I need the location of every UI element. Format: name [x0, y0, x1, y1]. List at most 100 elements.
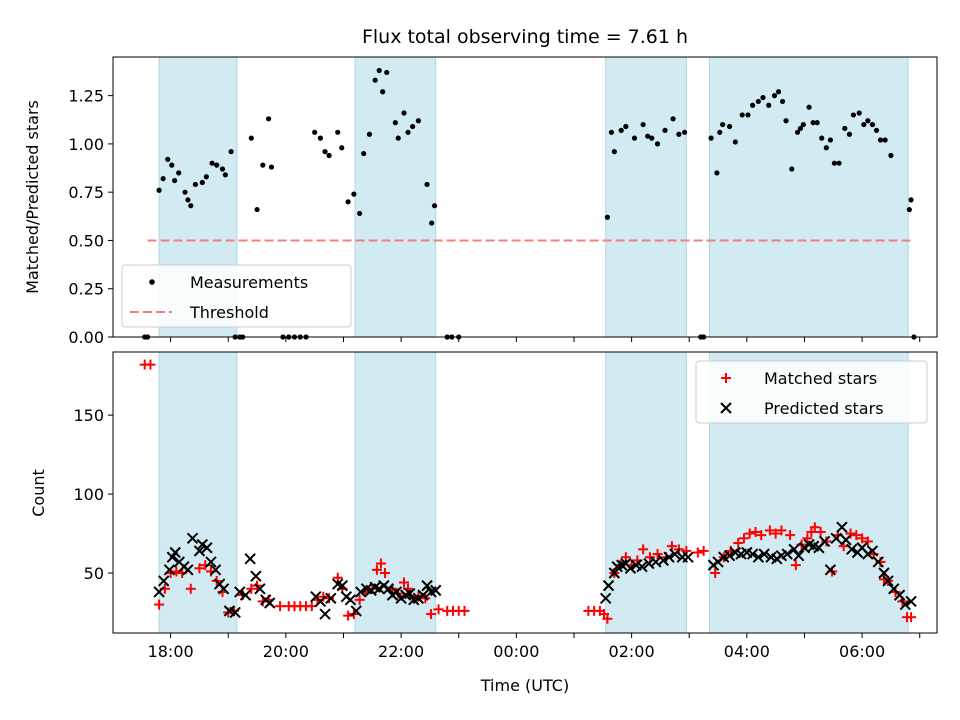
predicted-point [824, 564, 837, 576]
measurement-point [165, 156, 171, 162]
cross-b [421, 579, 433, 592]
shaded-interval [354, 56, 437, 338]
cross-b [404, 587, 416, 600]
cross-b [336, 579, 349, 592]
measurement-point [865, 118, 871, 124]
legend-box [695, 360, 928, 424]
measurement-point [395, 135, 401, 141]
measurement-point [345, 199, 351, 205]
matched-point [652, 549, 663, 560]
predicted-point [752, 551, 765, 563]
matched-point [398, 577, 409, 588]
cross-b [158, 575, 170, 587]
measurement-point [405, 129, 411, 135]
matched-point [666, 541, 677, 552]
matched-point [433, 604, 444, 615]
matched-point [194, 563, 205, 574]
measurement-point [836, 160, 842, 166]
matched-point [379, 568, 390, 579]
matched-point [426, 609, 437, 620]
predicted-point [390, 586, 403, 598]
measurement-point [631, 135, 638, 141]
measurement-point [766, 102, 772, 108]
measurement-point [623, 123, 629, 130]
measurement-point [739, 112, 745, 118]
cross-b [163, 564, 176, 576]
measurement-point [326, 152, 332, 159]
predicted-point [818, 535, 831, 548]
y-tick-label: 1.25 [68, 87, 104, 106]
cross-b [636, 560, 648, 573]
measurement-point [357, 210, 363, 217]
measurement-point [611, 149, 617, 155]
cross-b [332, 578, 344, 590]
matched-point [459, 605, 470, 616]
predicted-point [657, 554, 670, 567]
predicted-point [209, 564, 222, 576]
predicted-point [830, 532, 842, 544]
matched-point [733, 538, 744, 549]
measurement-point [265, 116, 272, 122]
predicted-point [840, 534, 852, 546]
measurement-point [814, 120, 820, 126]
measurement-point [618, 127, 624, 133]
matched-point [815, 526, 826, 537]
measurement-point [228, 149, 234, 155]
x-tick-label: 06:00 [839, 642, 885, 661]
cross-b [196, 538, 209, 551]
measurement-point [670, 116, 676, 122]
measurement-point [222, 172, 228, 178]
measurement-point [317, 135, 324, 141]
measurement-point [144, 334, 151, 340]
y-axis-label-count: Count [29, 469, 48, 517]
predicted-point [182, 564, 194, 576]
measurement-point [280, 334, 286, 340]
shaded-interval [158, 351, 238, 634]
matched-point [692, 547, 703, 558]
axes-frames [112, 56, 938, 634]
cross-b [807, 540, 820, 552]
cross-b [355, 586, 367, 598]
y-tick-label: 0.75 [68, 183, 104, 202]
matched-point [756, 530, 767, 541]
measurement-point [303, 334, 309, 340]
measurement-point [424, 181, 430, 188]
predicted-point [336, 579, 349, 592]
matched-point [821, 536, 832, 547]
x-tick-label: 18:00 [148, 642, 194, 661]
measurement-point [720, 121, 726, 128]
legend-label: Matched stars [764, 369, 877, 388]
y-tick-label: 0.25 [68, 280, 104, 299]
predicted-point [355, 586, 367, 598]
matched-point [324, 593, 335, 604]
measurement-point [797, 125, 804, 132]
predicted-point [229, 606, 241, 619]
predicted-point [846, 543, 858, 556]
matched-point [318, 591, 329, 602]
matched-point [710, 568, 721, 579]
measurement-point [856, 110, 862, 116]
cross-b [888, 583, 900, 595]
measurement-point [351, 191, 357, 197]
measurement-point [789, 166, 795, 172]
cross-b [643, 557, 655, 570]
predicted-point [314, 595, 327, 608]
matched-point [185, 583, 196, 594]
predicted-point [663, 551, 675, 563]
cross-b [314, 595, 327, 608]
predicted-point [344, 594, 357, 606]
predicted-point [417, 589, 429, 601]
matched-point [744, 528, 755, 539]
predicted-point [158, 575, 170, 587]
matched-point [246, 583, 257, 594]
predicted-point [264, 597, 276, 609]
cross-b [229, 606, 241, 619]
measurement-point [750, 102, 756, 108]
matched-point [862, 536, 873, 547]
cross-b [186, 532, 199, 544]
cross-b [824, 564, 837, 576]
x-tick-label: 22:00 [378, 642, 424, 661]
cross-b [752, 551, 765, 563]
measurement-point [726, 123, 733, 130]
